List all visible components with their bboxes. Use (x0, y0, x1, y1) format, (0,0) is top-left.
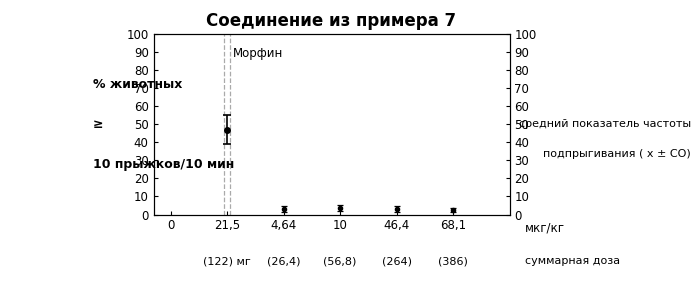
Text: (26,4): (26,4) (267, 256, 300, 266)
Text: ≥: ≥ (93, 118, 103, 131)
Text: средний показатель частоты: средний показатель частоты (519, 119, 691, 129)
Text: % животных: % животных (93, 78, 182, 91)
Text: Морфин: Морфин (232, 47, 283, 60)
Text: мкг/кг: мкг/кг (526, 222, 565, 235)
Text: (122) мг: (122) мг (203, 256, 251, 266)
Text: суммарная доза: суммарная доза (526, 256, 621, 266)
Text: 10 прыжков/10 мин: 10 прыжков/10 мин (93, 158, 235, 170)
Text: (386): (386) (438, 256, 468, 266)
Text: (264): (264) (382, 256, 412, 266)
Text: подпрыгивания ( x ± СО): подпрыгивания ( x ± СО) (543, 149, 691, 159)
Text: (56,8): (56,8) (323, 256, 357, 266)
Title: Соединение из примера 7: Соединение из примера 7 (207, 12, 456, 30)
